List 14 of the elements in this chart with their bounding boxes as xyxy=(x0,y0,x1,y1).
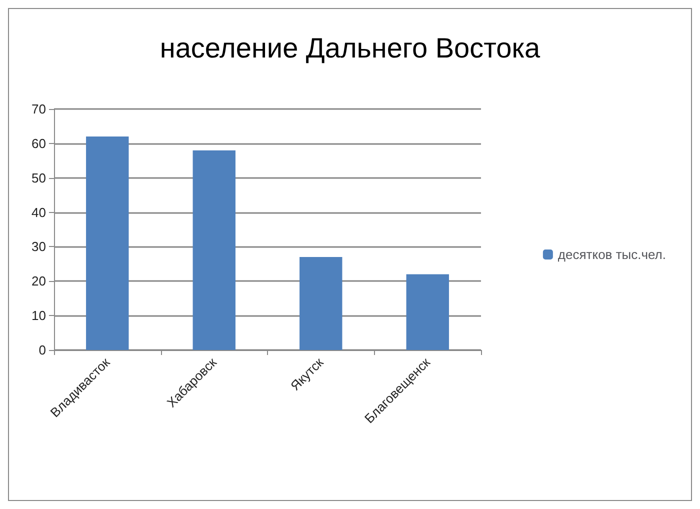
bar xyxy=(86,136,129,350)
y-tick-label: 70 xyxy=(32,102,46,116)
y-tick-label: 60 xyxy=(32,136,46,151)
y-tick-label: 30 xyxy=(32,239,46,254)
bar xyxy=(300,257,342,350)
y-tick-label: 10 xyxy=(32,308,46,324)
y-tick-label: 50 xyxy=(32,170,46,186)
bar xyxy=(192,150,236,350)
bar xyxy=(406,274,449,350)
y-tick-label: 0 xyxy=(38,342,46,358)
legend-label: десятков тыс.чел. xyxy=(558,247,666,262)
chart-title: население Дальнего Востока xyxy=(160,32,541,64)
y-tick-label: 40 xyxy=(32,204,46,220)
y-tick-label: 20 xyxy=(32,274,46,289)
